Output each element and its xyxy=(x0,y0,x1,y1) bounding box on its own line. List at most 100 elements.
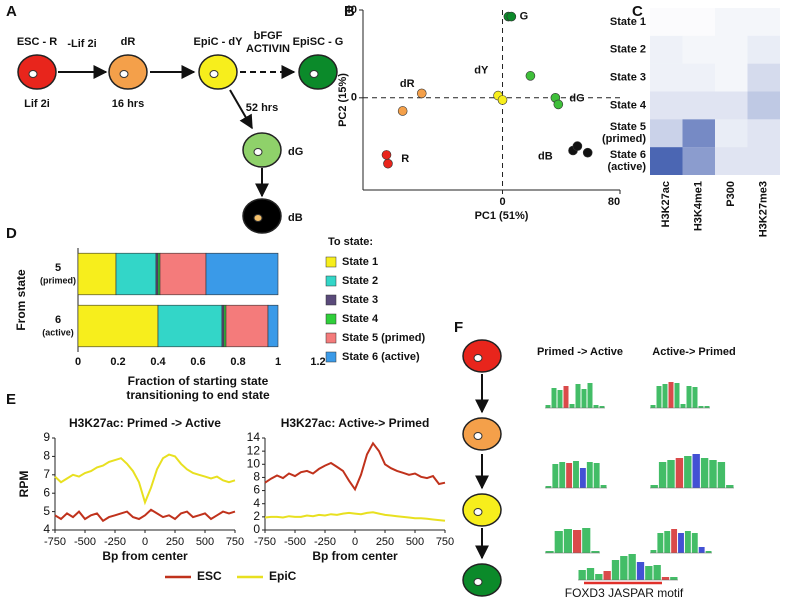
scatter-point xyxy=(383,158,393,169)
y-tick-label: 0 xyxy=(351,92,357,104)
node-label: dR xyxy=(121,36,136,48)
node-label: ESC - R xyxy=(17,36,57,48)
x-tick-label: 0 xyxy=(352,536,358,548)
logo-letter xyxy=(684,531,691,553)
nucleus xyxy=(28,70,38,78)
lineage-diagram: ESC - R Lif 2i dR 16 hrs EpiC - dY EpiSC… xyxy=(17,30,343,234)
scatter-point xyxy=(582,147,593,158)
legend-label: State 5 (primed) xyxy=(342,332,425,344)
logo-letter xyxy=(684,456,692,488)
logo-letter xyxy=(595,574,603,580)
node-label: dB xyxy=(288,212,303,224)
nucleus xyxy=(473,432,483,440)
logo-letter xyxy=(692,454,700,488)
heatmap-cell xyxy=(715,119,748,148)
logo-letter xyxy=(698,547,705,553)
line-series xyxy=(54,453,236,506)
logo-letter xyxy=(653,565,661,580)
x-tick-label: 0.6 xyxy=(190,356,205,368)
logo-letter xyxy=(563,529,572,553)
y-tick-label: 14 xyxy=(247,430,261,444)
heatmap-cell xyxy=(650,8,683,36)
column-header: Primed -> Active xyxy=(537,346,623,358)
row-label: State 4 xyxy=(610,99,647,111)
nucleus xyxy=(473,354,483,362)
heatmap-cell xyxy=(747,91,780,120)
logo-letter xyxy=(645,566,653,580)
y-tick-label: 6 xyxy=(253,483,260,497)
logo-letter xyxy=(674,383,680,408)
logo-letter xyxy=(545,405,551,408)
bar-segment xyxy=(77,304,159,348)
x-tick-label: 0.2 xyxy=(110,356,125,368)
row-label: State 3 xyxy=(610,71,646,83)
logo-letter xyxy=(667,460,675,488)
y-axis-label: RPM xyxy=(17,471,31,498)
logo-letter xyxy=(658,462,667,488)
x-tick-label: 250 xyxy=(376,536,394,548)
point-label: G xyxy=(520,10,529,22)
heatmap-cell xyxy=(650,147,683,175)
legend-title: To state: xyxy=(328,236,373,248)
column-label: H3K27me3 xyxy=(758,181,770,237)
heatmap-cell xyxy=(650,119,683,148)
line-series xyxy=(264,511,446,522)
point-label: dB xyxy=(538,151,553,163)
x-tick-label: 500 xyxy=(406,536,424,548)
cell-node xyxy=(17,54,57,90)
row-label: State 6 xyxy=(610,149,646,161)
heatmap-cell xyxy=(715,8,748,36)
x-tick-label: -750 xyxy=(254,536,276,548)
bar-segment xyxy=(157,252,161,296)
bar-segment xyxy=(221,304,225,348)
panel-label: E xyxy=(6,391,16,408)
panel-label: C xyxy=(632,3,643,20)
logo-letter xyxy=(691,533,698,553)
logo-letter xyxy=(657,533,664,553)
point-label: dY xyxy=(474,65,489,77)
x-tick-label: 750 xyxy=(226,536,244,548)
cell-node xyxy=(242,198,282,234)
logo-letter xyxy=(709,460,717,488)
logo-letter xyxy=(582,528,591,553)
column-label: H3K27ac xyxy=(660,181,672,227)
row-label: (primed) xyxy=(602,133,646,145)
heatmap-cell xyxy=(747,119,780,148)
scatter-point xyxy=(572,141,583,151)
panel-label: B xyxy=(344,3,355,20)
legend-swatch xyxy=(325,351,337,363)
column-label: P300 xyxy=(725,181,737,207)
column-header: Active-> Primed xyxy=(652,346,735,358)
x-tick-label: 0 xyxy=(142,536,148,548)
logo-letter xyxy=(579,468,586,488)
legend-label: EpiC xyxy=(269,569,297,583)
x-tick-label: 500 xyxy=(196,536,214,548)
logo-letter xyxy=(545,551,554,553)
x-tick-label: 0.8 xyxy=(230,356,245,368)
nucleus xyxy=(209,70,219,78)
y-tick-label: 40 xyxy=(345,4,357,16)
x-tick-label: -750 xyxy=(44,536,66,548)
cell-node xyxy=(298,54,338,90)
x-axis-label: Bp from center xyxy=(312,549,398,563)
motif-caption: FOXD3 JASPAR motif xyxy=(565,586,684,600)
arrow-label: 52 hrs xyxy=(246,102,278,114)
bar-segment xyxy=(77,252,117,296)
logo-letter xyxy=(593,463,600,488)
category-label: (primed) xyxy=(40,275,76,285)
bar-segment xyxy=(225,304,269,348)
y-tick-label: 4 xyxy=(43,522,50,536)
logo-letter xyxy=(661,577,670,580)
point-label: dG xyxy=(569,93,584,105)
category-label: 6 xyxy=(55,314,61,326)
panel-label: F xyxy=(454,319,463,336)
legend-label: State 1 xyxy=(342,256,378,268)
row-label: (active) xyxy=(607,161,646,173)
line-series xyxy=(264,441,446,492)
nucleus xyxy=(253,148,263,156)
logo-letter xyxy=(586,568,595,580)
logo-letter xyxy=(664,531,671,553)
column-label: H3K4me1 xyxy=(693,181,705,231)
x-tick-label: 0 xyxy=(75,356,81,368)
